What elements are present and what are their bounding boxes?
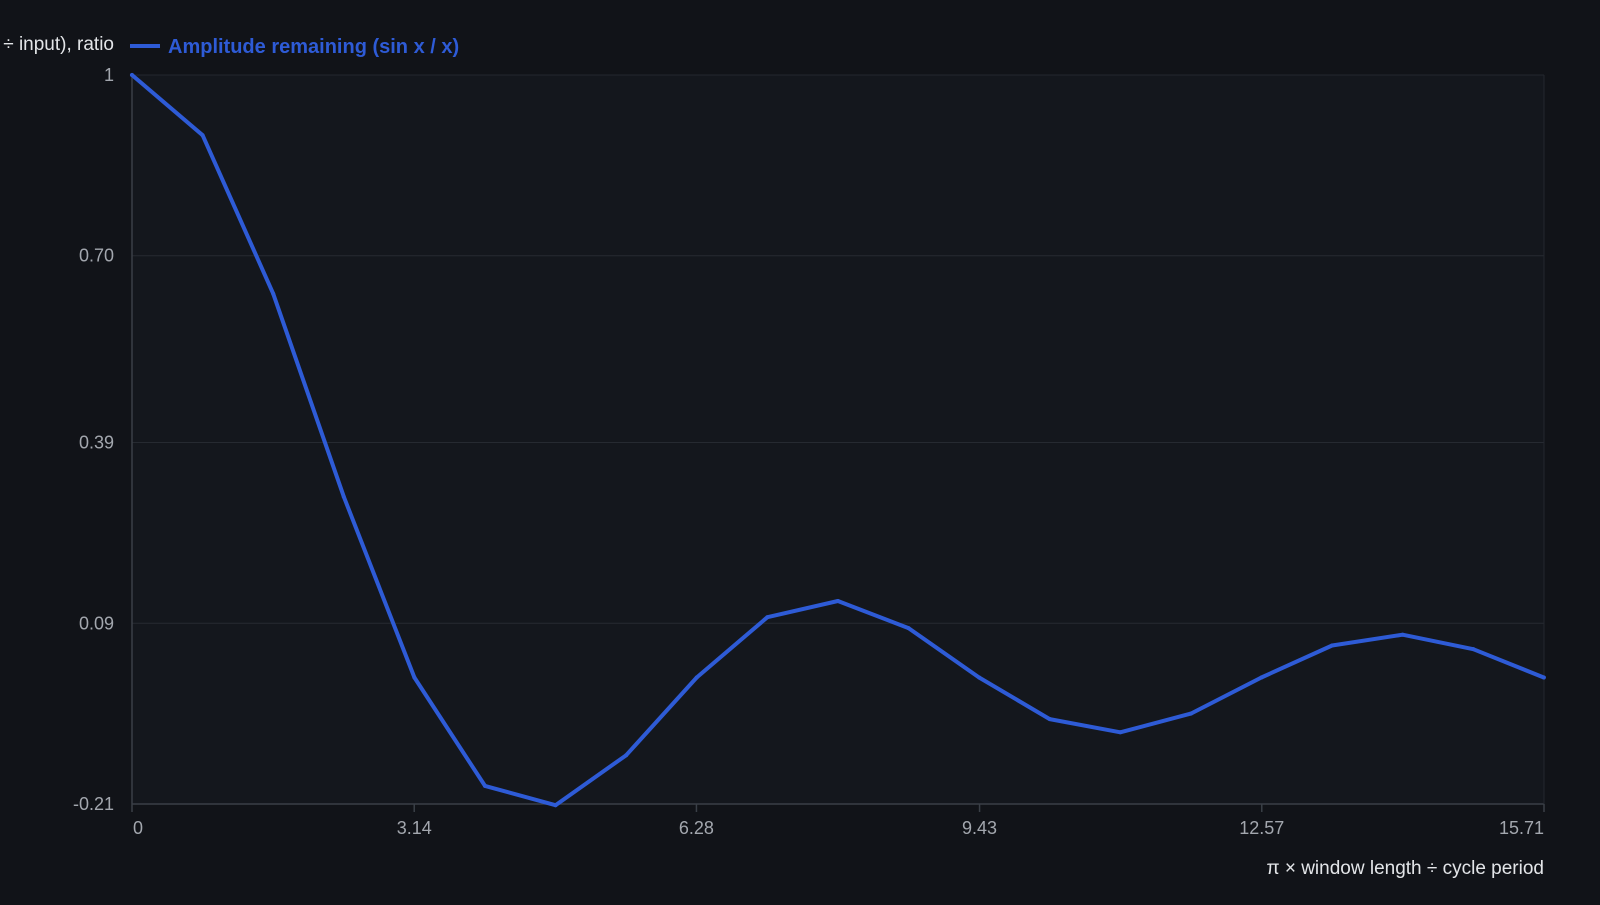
x-tick-label: 3.14 (397, 818, 432, 838)
data-point (1188, 711, 1193, 716)
data-point (1330, 643, 1335, 648)
data-point (1471, 647, 1476, 652)
data-point (765, 615, 770, 620)
x-tick-label: 9.43 (962, 818, 997, 838)
data-point (130, 73, 134, 77)
data-point (1541, 675, 1546, 680)
y-tick-label: 0.70 (79, 246, 114, 266)
data-point (694, 675, 699, 680)
data-point (271, 291, 276, 296)
x-tick-label: 15.71 (1499, 818, 1544, 838)
data-point (1259, 675, 1264, 680)
data-point (1400, 632, 1405, 637)
grid-lines (132, 74, 1544, 624)
data-point (1047, 717, 1052, 722)
axes (131, 75, 1545, 805)
y-tick-label: 0.09 (79, 613, 114, 633)
data-point (835, 598, 840, 603)
data-point (1118, 730, 1123, 735)
y-tick-label: 0.39 (79, 433, 114, 453)
x-tick-label: 0 (133, 818, 143, 838)
x-tick-label: 12.57 (1239, 818, 1284, 838)
data-point (341, 494, 346, 499)
tick-labels: 1 0.70 0.39 0.09 -0.21 0 3.14 6.28 9.43 12.57 15.7… (73, 65, 1545, 838)
series-layer (130, 73, 1546, 808)
y-axis-title: ÷ input), ratio (3, 34, 114, 55)
data-point (553, 803, 558, 808)
x-tick-label: 6.28 (679, 818, 714, 838)
data-point (624, 753, 629, 758)
y-tick-label: -0.21 (73, 794, 114, 814)
data-point (906, 626, 911, 631)
plot-area (132, 75, 1544, 804)
data-point (977, 675, 982, 680)
legend: Amplitude remaining (sin x / x) (130, 36, 459, 58)
data-point (200, 133, 205, 138)
y-tick-label: 1 (104, 65, 114, 85)
legend-label: Amplitude remaining (sin x / x) (168, 36, 459, 58)
data-point (412, 675, 417, 680)
data-point (482, 783, 487, 788)
x-axis-title: π × window length ÷ cycle period (1266, 858, 1544, 879)
